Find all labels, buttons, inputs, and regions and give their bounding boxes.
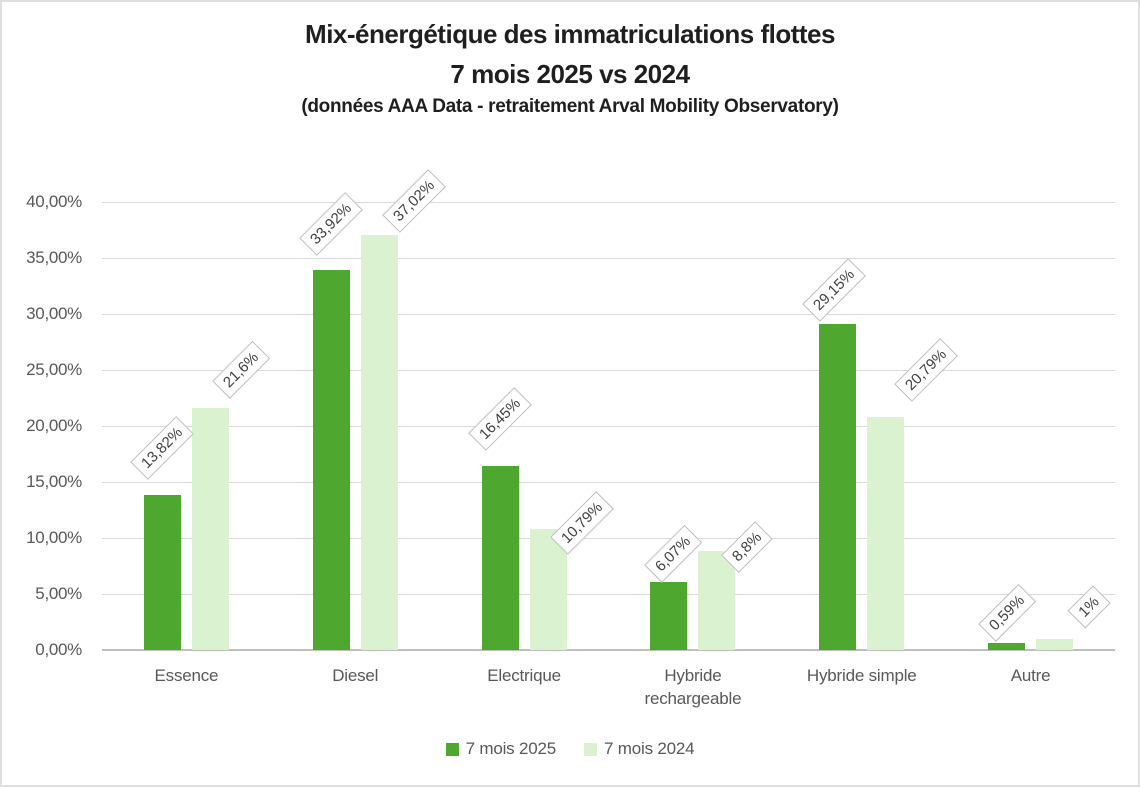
bar-2025 (143, 495, 181, 650)
bar-value-label: 6,07% (644, 525, 702, 583)
y-tick-label: 30,00% (26, 304, 82, 323)
bar-2025 (988, 643, 1026, 650)
chart-title-line1: Mix-énergétique des immatriculations flo… (305, 19, 835, 49)
y-tick-label: 5,00% (35, 584, 82, 603)
bar-2025 (481, 465, 519, 650)
category-label: Autre (1010, 666, 1051, 685)
bar-2024 (698, 551, 736, 650)
bar-2024 (867, 417, 905, 650)
bar-2025 (312, 270, 350, 650)
bar-value-label: 1% (1067, 585, 1111, 629)
category-group: 6,07% 8,8% (609, 202, 778, 650)
bar-value-label: 13,82% (130, 416, 195, 480)
y-tick-label: 0,00% (35, 640, 82, 659)
gridline (102, 426, 1115, 427)
gridline (102, 258, 1115, 259)
category-label: Essence (154, 666, 219, 685)
category-group: 33,92% 37,02% (271, 169, 447, 650)
bar-value-label: 29,15% (801, 257, 866, 322)
bar-value-label: 33,92% (299, 192, 364, 256)
category-group: 29,15% 20,79% (777, 202, 958, 650)
gridline (102, 538, 1115, 539)
gridline (102, 202, 1115, 203)
bar-value-label: 0,59% (977, 584, 1036, 643)
category-group: 13,82% 21,6% (102, 202, 271, 650)
category-label: Diesel (332, 666, 379, 685)
bar-2025 (819, 323, 857, 650)
category-group: 0,59% 1% (946, 202, 1115, 650)
gridline (102, 370, 1115, 371)
gridline (102, 482, 1115, 483)
bar-value-label: 37,02% (382, 169, 447, 234)
bar-2024 (360, 235, 398, 650)
y-tick-label: 25,00% (26, 360, 82, 379)
category-label: Electrique (487, 666, 561, 685)
chart-title-block: Mix-énergétique des immatriculations flo… (2, 14, 1138, 120)
legend-label: 7 mois 2024 (604, 739, 695, 758)
legend: 7 mois 2025 7 mois 2024 (2, 739, 1138, 759)
chart-title-line2: 7 mois 2025 vs 2024 (450, 59, 690, 89)
legend-item-2025: 7 mois 2025 (445, 739, 557, 759)
bar-value-label: 10,79% (550, 491, 614, 555)
y-tick-label: 10,00% (26, 528, 82, 547)
bar-2024 (191, 408, 229, 650)
category-label: Hybride simple (806, 666, 917, 685)
category-label: Hybride rechargeable (644, 666, 742, 708)
y-tick-label: 20,00% (26, 416, 82, 435)
bar-2024 (1036, 638, 1074, 650)
plot-area: 13,82% 21,6% 33,92% 37,02% 16,45% 10,79% 6,07%… (102, 169, 1115, 651)
legend-label: 7 mois 2025 (465, 739, 557, 758)
y-tick-label: 35,00% (26, 248, 82, 267)
category-group: 16,45% 10,79% (440, 202, 614, 650)
bar-2024 (529, 529, 567, 650)
bar-value-label: 21,6% (212, 341, 271, 399)
bar-value-label: 16,45% (468, 386, 532, 451)
chart-subtitle: (données AAA Data - retraitement Arval M… (301, 96, 839, 117)
gridline (102, 314, 1115, 315)
y-tick-label: 15,00% (26, 472, 82, 491)
gridline (102, 594, 1115, 595)
x-axis-line (102, 649, 1115, 651)
legend-swatch-icon (445, 742, 459, 756)
legend-item-2024: 7 mois 2024 (584, 739, 695, 759)
y-tick-label: 40,00% (26, 192, 82, 211)
bar-2025 (650, 582, 688, 650)
legend-swatch-icon (584, 742, 597, 756)
